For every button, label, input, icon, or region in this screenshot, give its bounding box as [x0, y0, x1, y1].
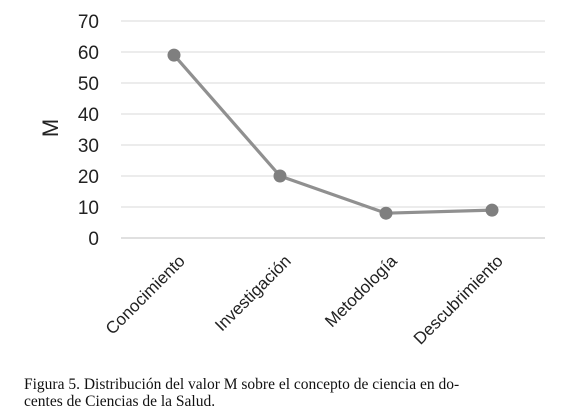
series-group	[167, 48, 499, 220]
y-tick-label-10: 10	[78, 198, 99, 219]
x-tick-label-investigación: Investigación	[211, 251, 295, 335]
x-tick-label-descubrimiento: Descubrimiento	[410, 251, 507, 348]
x-axis-labels: Conocimiento Investigación Metodología Desc…	[102, 251, 507, 348]
y-axis-ticks: 0 10 20 30 40 50 60 70	[78, 12, 99, 250]
y-tick-label-20: 20	[78, 167, 99, 188]
caption-line-2: centes de Ciencias de la Salud.	[24, 393, 216, 410]
y-axis-title: M	[38, 119, 63, 137]
caption-line-1: Figura 5. Distribución del valor M sobre…	[24, 376, 460, 393]
x-tick-label-conocimiento: Conocimiento	[102, 251, 189, 338]
y-tick-label-30: 30	[78, 136, 99, 157]
y-tick-label-40: 40	[78, 105, 99, 126]
data-point-metodología	[379, 206, 393, 220]
y-tick-label-50: 50	[78, 74, 99, 95]
y-tick-label-0: 0	[88, 229, 99, 250]
data-point-descubrimiento	[485, 203, 499, 217]
x-tick-label-metodología: Metodología	[321, 251, 401, 331]
y-tick-label-70: 70	[78, 12, 99, 33]
data-point-conocimiento	[167, 48, 181, 62]
figure-caption: Figura 5. Distribución del valor M sobre…	[24, 376, 580, 410]
gridlines	[121, 20, 545, 239]
series-line-0	[172, 54, 493, 215]
line-chart: 0 10 20 30 40 50 60 70 M Conocimiento Investigac…	[38, 12, 545, 348]
data-point-investigación	[273, 169, 287, 183]
y-tick-label-60: 60	[78, 43, 99, 64]
